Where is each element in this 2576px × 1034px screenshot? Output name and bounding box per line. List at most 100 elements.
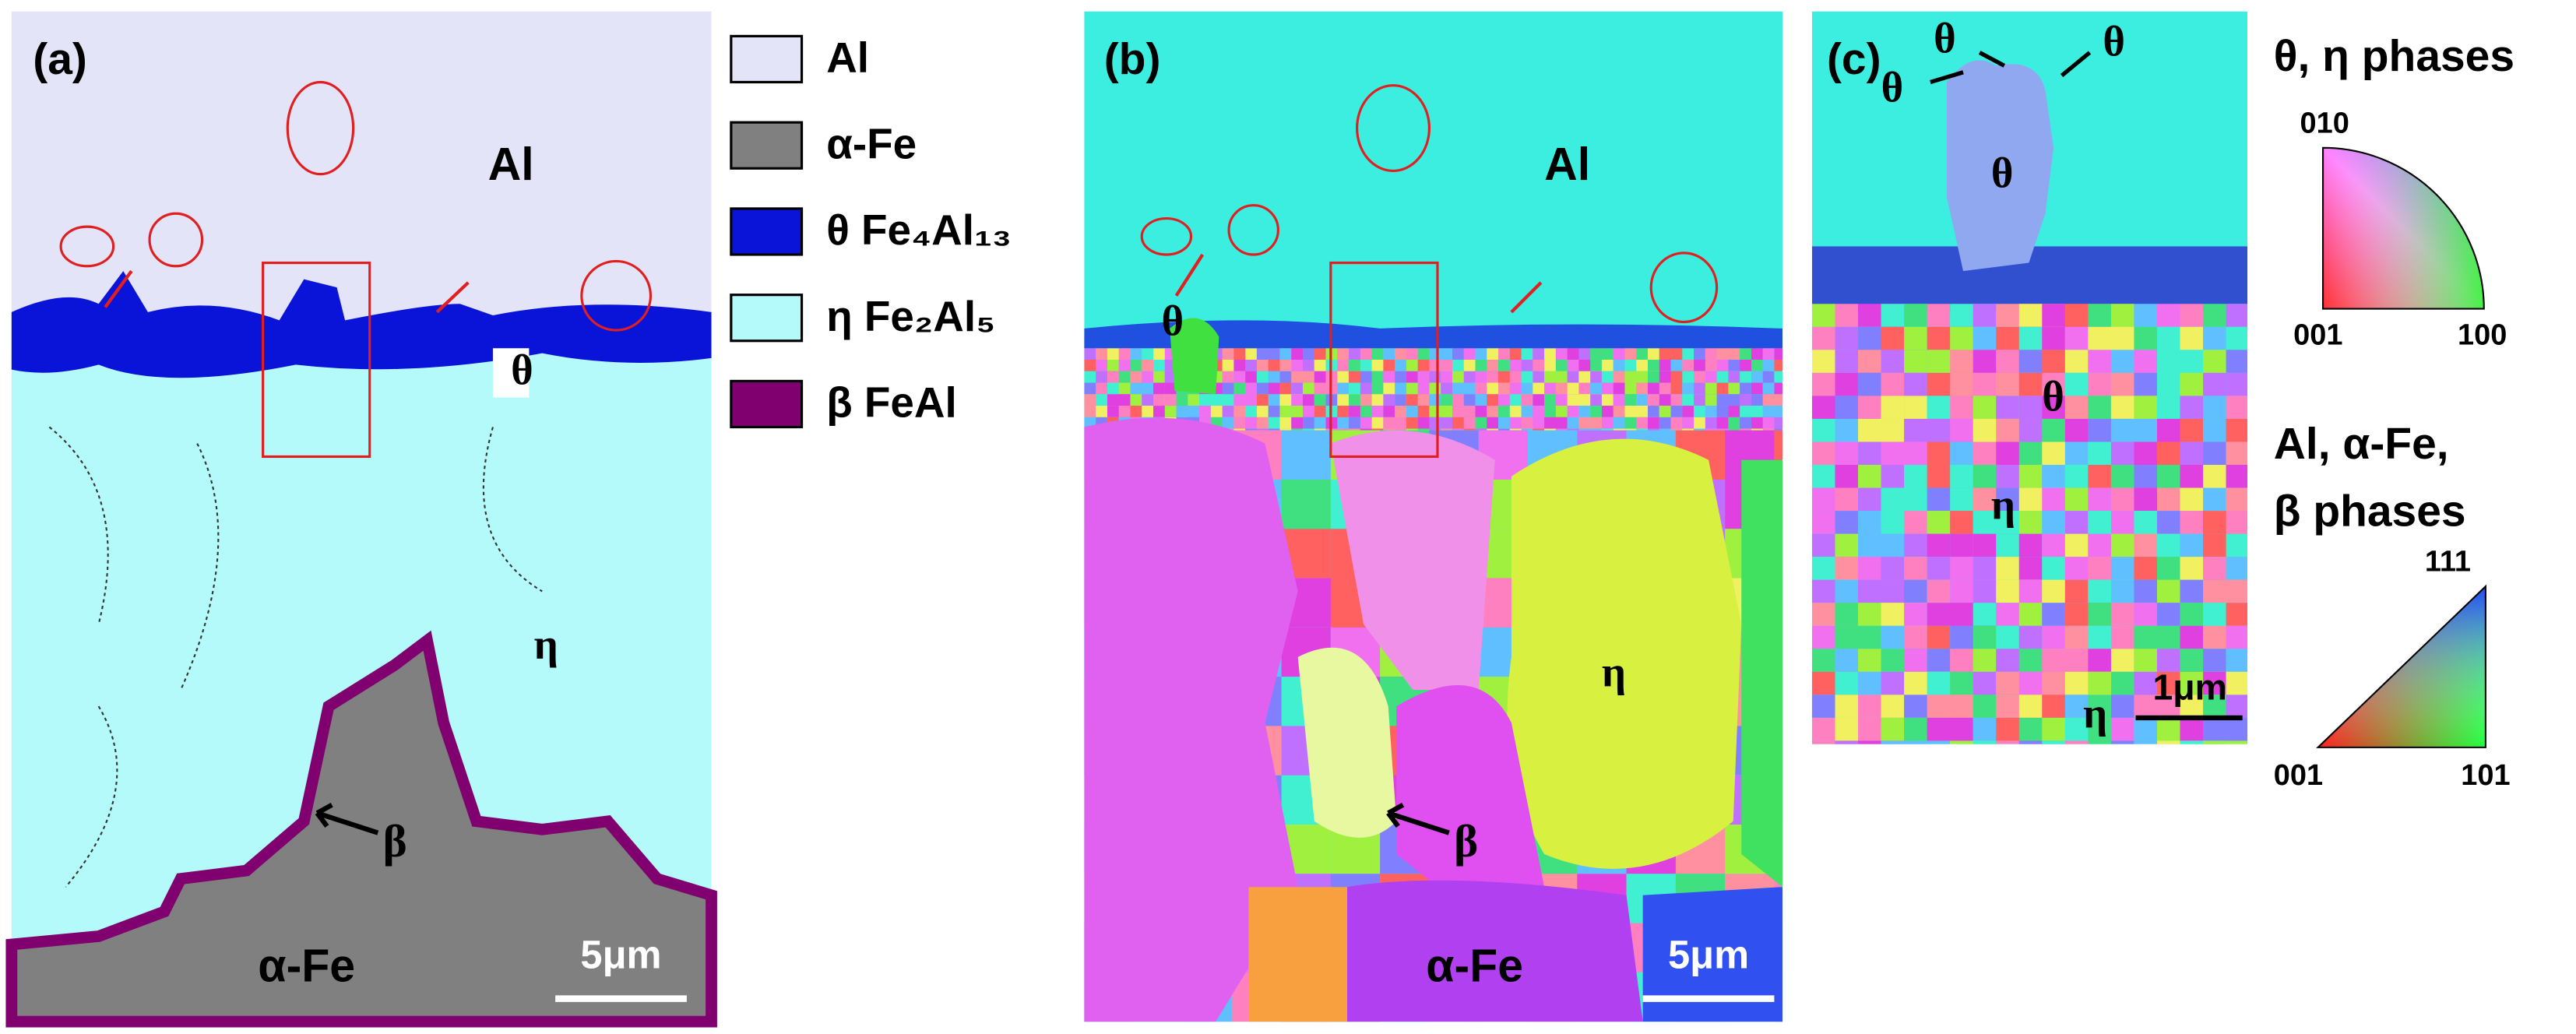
grain xyxy=(1705,382,1717,395)
legend-swatch xyxy=(730,207,804,256)
grain xyxy=(1835,304,1859,327)
grain xyxy=(1395,406,1406,417)
grain xyxy=(1498,406,1510,417)
circle-marker xyxy=(1227,204,1279,256)
grain xyxy=(2042,603,2065,626)
grain xyxy=(1130,394,1142,406)
grain xyxy=(1774,417,1782,429)
grain xyxy=(1268,394,1280,406)
grain xyxy=(1268,428,1280,431)
phase-label: θ xyxy=(2103,18,2125,65)
grain xyxy=(1927,671,1951,695)
grain xyxy=(1509,371,1522,383)
grain xyxy=(1648,348,1659,360)
grain xyxy=(1256,371,1269,383)
legend-label: β FeAl xyxy=(826,378,957,427)
grain xyxy=(1642,887,1782,1022)
grain xyxy=(1751,348,1763,360)
grain xyxy=(1441,417,1452,429)
grain xyxy=(1881,326,1905,350)
grain xyxy=(1774,382,1782,395)
grain xyxy=(1811,418,1835,442)
grain xyxy=(1521,428,1533,431)
grain xyxy=(1164,406,1177,417)
grain xyxy=(1268,360,1280,371)
grain xyxy=(1762,428,1782,431)
grain xyxy=(1371,428,1384,431)
grain xyxy=(1972,372,1997,396)
grain xyxy=(2203,465,2226,488)
grain xyxy=(2110,671,2134,695)
grain xyxy=(1835,740,1859,744)
grain xyxy=(1406,371,1418,383)
grain xyxy=(2042,326,2065,350)
grain xyxy=(1302,428,1326,431)
arrow xyxy=(1174,253,1543,314)
grain xyxy=(2134,649,2157,672)
phase-label: Al xyxy=(488,139,534,190)
grain xyxy=(1245,406,1257,417)
grain xyxy=(1349,428,1360,431)
grain xyxy=(1130,406,1142,417)
grain xyxy=(2134,441,2157,466)
grain xyxy=(2064,350,2089,373)
grain xyxy=(1811,557,1835,580)
grain xyxy=(2110,717,2134,741)
grain xyxy=(1429,382,1441,395)
grain xyxy=(2042,396,2065,419)
grain xyxy=(2134,350,2157,373)
grain xyxy=(1972,740,1997,744)
grain xyxy=(1811,511,1835,534)
grain xyxy=(2018,557,2043,580)
grain xyxy=(2226,533,2248,557)
grain xyxy=(1881,418,1905,442)
grain xyxy=(1314,417,1326,429)
grain xyxy=(1233,382,1246,395)
grain xyxy=(1533,371,1545,383)
grain xyxy=(2203,350,2226,373)
grain xyxy=(1291,382,1303,395)
grain xyxy=(2226,671,2248,695)
grain xyxy=(1314,428,1326,431)
grain xyxy=(1578,406,1591,417)
grain xyxy=(1659,348,1671,360)
legend-label: α-Fe xyxy=(826,119,917,167)
grain xyxy=(2203,649,2226,672)
grain xyxy=(1972,671,1997,695)
panel-a: (a) Al θ η β α-Fe 5μm xyxy=(5,11,717,1028)
circle-marker xyxy=(1649,251,1719,324)
grain xyxy=(1590,428,1614,431)
grain xyxy=(1972,465,1997,488)
scale-label: 5μm xyxy=(580,932,661,976)
grain xyxy=(1590,348,1602,360)
grain xyxy=(1762,371,1775,383)
grain xyxy=(1811,579,1835,603)
grain xyxy=(1268,348,1280,360)
grain xyxy=(1084,417,1298,1022)
grain xyxy=(1360,406,1372,417)
phase-label: η xyxy=(1602,649,1626,696)
grain xyxy=(1972,487,1997,512)
grain xyxy=(2064,740,2089,744)
grain xyxy=(1705,371,1717,383)
grain xyxy=(2203,740,2226,744)
grain xyxy=(2042,740,2089,744)
grain xyxy=(1613,394,1625,406)
grain xyxy=(1222,382,1234,395)
grain xyxy=(1904,304,1927,327)
grain xyxy=(1835,579,1859,603)
legend-label: η Fe₂Al₅ xyxy=(826,292,995,340)
grain xyxy=(1118,382,1131,395)
phase-label: α-Fe xyxy=(1426,940,1523,991)
key-title: θ, η phases xyxy=(2274,31,2514,81)
grain xyxy=(1904,511,1927,534)
grain xyxy=(1858,695,1881,718)
grain xyxy=(2226,579,2248,603)
grain xyxy=(1835,533,1859,557)
grain xyxy=(2088,487,2111,512)
grain xyxy=(1858,487,1881,512)
grain xyxy=(1395,394,1406,406)
phase-label: α-Fe xyxy=(258,940,355,991)
grain xyxy=(1636,348,1649,360)
grain xyxy=(1245,417,1257,429)
